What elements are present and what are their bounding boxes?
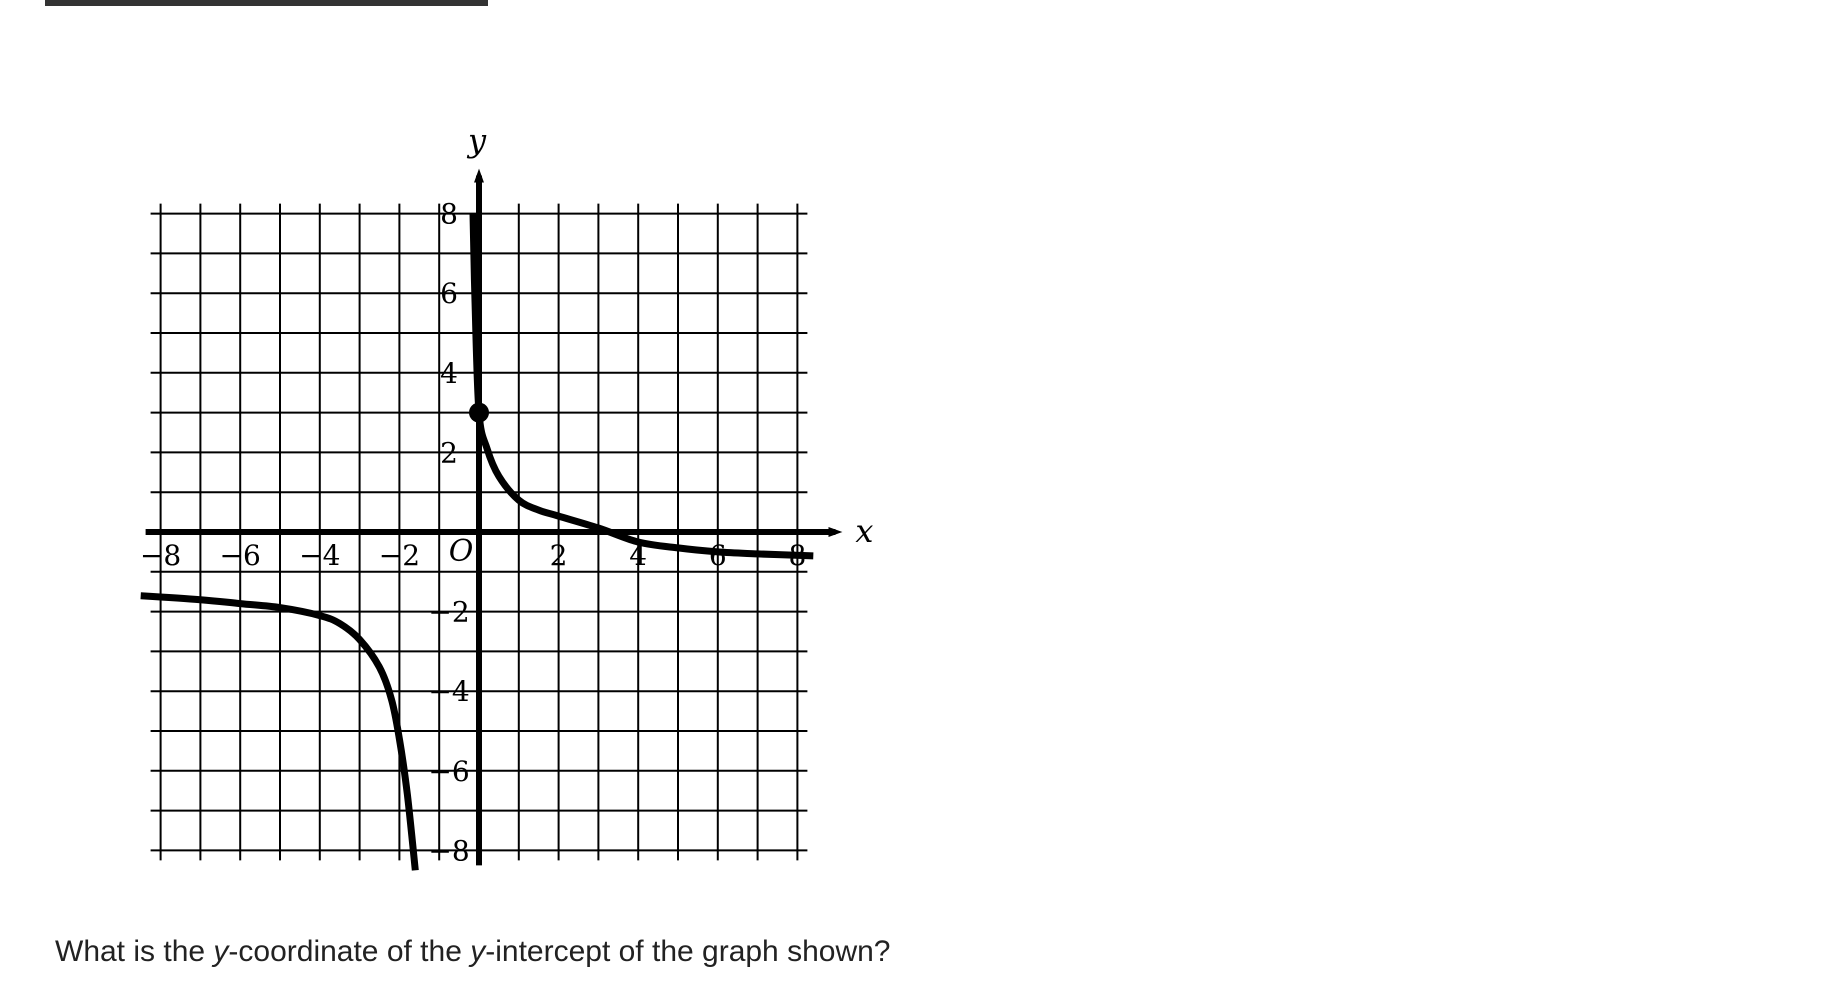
y-intercept-point <box>469 402 489 423</box>
y-tick-label: −4 <box>428 675 469 708</box>
origin-label: O <box>449 534 474 569</box>
top-bar <box>45 0 488 6</box>
y-tick-label: −2 <box>428 596 469 629</box>
y-axis-label: y <box>466 122 487 160</box>
question-text: What is the y-coordinate of the y-interc… <box>55 935 890 969</box>
y-tick-label: −6 <box>428 755 469 788</box>
curve-branch-1 <box>469 213 814 560</box>
question-part-3: -intercept of the graph shown? <box>485 935 891 968</box>
x-tick-label: 6 <box>709 539 727 572</box>
question-part-2: -coordinate of the <box>228 935 471 968</box>
y-tick-label: 6 <box>440 277 458 310</box>
curves <box>140 213 814 871</box>
axes <box>145 168 843 866</box>
y-tick-label: 4 <box>440 357 458 390</box>
x-tick-label: −6 <box>220 539 261 572</box>
x-tick-label: 2 <box>550 539 568 572</box>
question-var-1: y <box>213 935 229 968</box>
y-tick-label: 2 <box>440 436 458 469</box>
question-var-2: y <box>470 935 486 968</box>
x-tick-label: −4 <box>299 539 340 572</box>
curve-branch-2 <box>140 592 419 871</box>
y-tick-label: 8 <box>440 198 458 231</box>
question-part-1: What is the <box>55 935 214 968</box>
x-tick-label: −8 <box>140 539 181 572</box>
y-tick-label: −8 <box>428 834 469 867</box>
x-axis-label: x <box>855 512 873 550</box>
x-tick-label: −2 <box>379 539 420 572</box>
tick-labels: x y O −8 −6 −4 −2 2 4 6 8 8 6 4 2 −2 −4 −6 −8 <box>140 122 873 868</box>
x-tick-label: 8 <box>788 539 806 572</box>
hyperbola-graph: x y O −8 −6 −4 −2 2 4 6 8 8 6 4 2 −2 −4 −6 −8 <box>140 122 873 871</box>
x-tick-label: 4 <box>629 539 647 572</box>
